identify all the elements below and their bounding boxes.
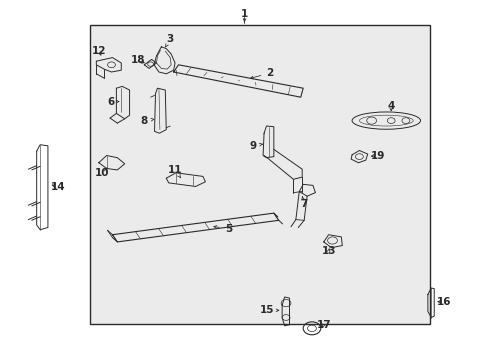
Text: 4: 4 — [386, 101, 394, 111]
Text: 7: 7 — [300, 197, 307, 210]
Text: 1: 1 — [241, 9, 247, 19]
Text: 11: 11 — [167, 165, 182, 178]
Text: 5: 5 — [213, 224, 231, 234]
Bar — [90, 25, 429, 324]
Text: 19: 19 — [369, 150, 384, 161]
Text: 16: 16 — [436, 297, 450, 307]
Text: 17: 17 — [316, 320, 330, 330]
Text: 8: 8 — [141, 116, 154, 126]
Text: 3: 3 — [165, 34, 173, 47]
Text: 6: 6 — [108, 96, 119, 107]
Text: 12: 12 — [91, 46, 106, 56]
Text: 13: 13 — [321, 246, 335, 256]
Text: 15: 15 — [260, 305, 278, 315]
Text: 10: 10 — [94, 168, 109, 178]
Text: 2: 2 — [250, 68, 273, 79]
Text: 14: 14 — [50, 182, 65, 192]
Text: 9: 9 — [249, 141, 262, 151]
Text: 18: 18 — [130, 55, 145, 66]
